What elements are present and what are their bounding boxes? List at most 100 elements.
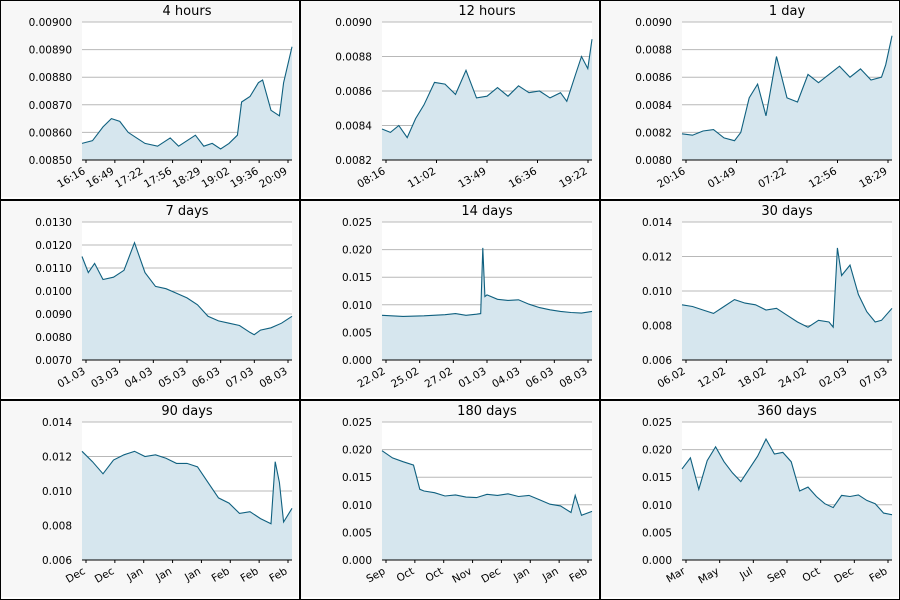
- y-tick-label: 0.000: [342, 555, 372, 567]
- y-tick-label: 0.014: [642, 217, 672, 229]
- chart-panel: 4 hours 0.00900 0.00890 0.00880 0.00870 0.008…: [0, 0, 298, 197]
- x-tick-label: 04.03: [123, 365, 155, 390]
- x-tick-label: 18.02: [736, 365, 768, 390]
- x-tick-label: 07:22: [756, 165, 788, 191]
- y-tick-label: 0.0088: [635, 45, 672, 57]
- x-tick-label: 08:16: [355, 165, 387, 191]
- chart-svg: 1 day 0.0090 0.0088 0.0086 0.0084 0.0082 0.008…: [635, 4, 893, 191]
- y-tick-label: 0.00890: [29, 45, 72, 57]
- y-tick-label: 0.025: [642, 417, 672, 429]
- chart-panel: 12 hours 0.0090 0.0088 0.0086 0.0084 0.0082 08…: [300, 0, 598, 197]
- x-tick-label: 17:22: [113, 165, 145, 191]
- chart-panel: 14 days 0.025 0.020 0.015 0.010 0.005 0.000 22.…: [300, 200, 598, 397]
- chart-title: 12 hours: [458, 4, 515, 19]
- y-tick-label: 0.0070: [35, 355, 72, 367]
- chart-title: 7 days: [165, 204, 208, 219]
- y-tick-label: 0.0082: [335, 155, 372, 167]
- x-tick-label: 12.02: [696, 365, 728, 390]
- series-line: [381, 450, 593, 517]
- y-tick-label: 0.0080: [635, 155, 672, 167]
- y-tick-label: 0.0130: [35, 217, 72, 229]
- series-area: [82, 451, 292, 560]
- y-tick-label: 0.0082: [635, 127, 672, 139]
- y-tick-label: 0.012: [642, 252, 672, 264]
- x-tick-label: 12:56: [807, 165, 839, 191]
- chart-svg: 14 days 0.025 0.020 0.015 0.010 0.005 0.00022.…: [342, 204, 593, 391]
- chart-svg: 360 days0.0250.0200.0150.0100.0050.000Ma…: [642, 404, 893, 586]
- series-line: [681, 35, 893, 142]
- y-tick-label: 0.00860: [29, 127, 72, 139]
- x-tick-label: 18:29: [171, 165, 203, 191]
- x-tick-label: Oct: [423, 565, 445, 584]
- y-tick-label: 0.010: [342, 500, 372, 512]
- chart-title: 30 days: [761, 204, 813, 219]
- y-tick-label: 0.0080: [35, 332, 72, 344]
- chart-panel: 360 days 0.025 0.020 0.015 0.010 0.005 0.000 Ma…: [600, 400, 898, 597]
- x-tick-label: 05.03: [156, 365, 188, 390]
- series-area: [382, 450, 592, 560]
- x-tick-label: 27.02: [423, 365, 455, 390]
- x-tick-label: 16:16: [55, 165, 87, 191]
- y-tick-label: 0.0120: [35, 240, 72, 252]
- x-tick-label: Jan: [182, 565, 203, 584]
- chart-panel: 30 days 0.014 0.012 0.010 0.008 0.006 06.02 12.…: [600, 200, 898, 397]
- series-area: [82, 46, 292, 160]
- x-tick-label: 06.03: [524, 365, 556, 390]
- x-tick-label: 08.03: [257, 365, 289, 390]
- y-tick-label: 0.0090: [635, 17, 672, 29]
- series-area: [682, 247, 892, 360]
- x-tick-label: Dec: [64, 565, 88, 586]
- chart-title: 4 hours: [163, 4, 212, 19]
- x-tick-label: 02.03: [817, 365, 849, 390]
- series-line: [81, 241, 293, 336]
- series-area: [682, 439, 892, 560]
- x-tick-label: Jan: [124, 565, 145, 584]
- series-area: [82, 242, 292, 360]
- y-tick-label: 0.015: [342, 472, 372, 484]
- y-tick-label: 0.0088: [335, 52, 372, 64]
- y-tick-label: 0.025: [342, 417, 372, 429]
- y-tick-label: 0.0084: [635, 100, 672, 112]
- chart-panel: 1 day 0.0090 0.0088 0.0086 0.0084 0.0082 0.008…: [600, 0, 898, 197]
- x-tick-label: 06.02: [655, 365, 687, 390]
- x-tick-label: Feb: [567, 565, 589, 585]
- series-line: [681, 247, 893, 329]
- y-tick-label: 0.010: [42, 486, 72, 498]
- x-tick-label: 19:02: [200, 165, 232, 191]
- chart-panel: 180 days 0.025 0.020 0.015 0.010 0.005 0.000 Se…: [300, 400, 598, 597]
- y-tick-label: 0.005: [642, 527, 672, 539]
- x-tick-label: 08.03: [557, 365, 589, 390]
- series-area: [382, 39, 592, 161]
- y-tick-label: 0.00870: [29, 100, 72, 112]
- y-tick-label: 0.008: [642, 321, 672, 333]
- x-tick-label: Jan: [540, 565, 561, 584]
- x-tick-label: Jul: [737, 565, 755, 582]
- x-tick-label: 13:49: [456, 165, 488, 191]
- chart-title: 90 days: [161, 404, 213, 419]
- chart-svg: 12 hours 0.0090 0.0088 0.0086 0.0084 0.008208…: [335, 4, 593, 191]
- x-tick-label: Dec: [832, 565, 856, 586]
- y-tick-label: 0.005: [342, 327, 372, 339]
- series-area: [382, 247, 592, 360]
- x-tick-label: 20:16: [655, 165, 687, 191]
- y-tick-label: 0.020: [642, 445, 672, 457]
- chart-svg: 180 days 0.025 0.020 0.015 0.010 0.005 0.000Se…: [342, 404, 593, 586]
- x-tick-label: Sep: [765, 565, 788, 585]
- y-tick-label: 0.014: [42, 417, 72, 429]
- y-tick-label: 0.020: [342, 445, 372, 457]
- x-tick-label: 17:56: [142, 165, 174, 191]
- x-tick-label: 07.03: [224, 365, 256, 390]
- y-tick-label: 0.0084: [335, 121, 372, 133]
- chart-svg: 7 days 0.0130 0.0120 0.0110 0.0100 0.0090 0.00…: [35, 204, 293, 391]
- x-tick-label: Jan: [153, 565, 174, 584]
- x-tick-label: 06.03: [190, 365, 222, 390]
- y-tick-label: 0.0090: [335, 17, 372, 29]
- y-tick-label: 0.025: [342, 217, 372, 229]
- x-tick-label: 25.02: [389, 365, 421, 390]
- y-tick-label: 0.0086: [335, 86, 372, 98]
- y-tick-label: 0.00880: [29, 72, 72, 84]
- series-line: [81, 46, 293, 150]
- y-tick-label: 0.020: [342, 245, 372, 257]
- series-line: [381, 39, 593, 139]
